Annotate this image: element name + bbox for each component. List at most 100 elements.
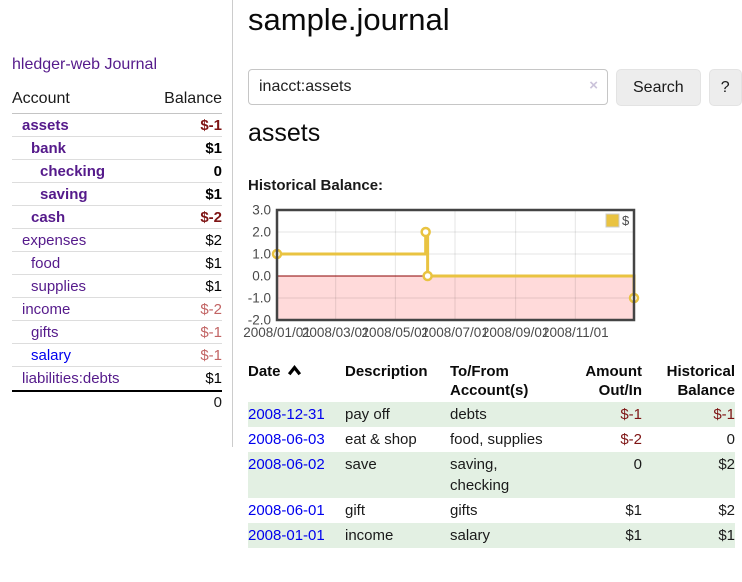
account-row: cash $-2: [12, 206, 222, 229]
transaction-date-link[interactable]: 2008-06-03: [248, 431, 325, 448]
account-link[interactable]: assets: [22, 116, 69, 134]
register-cell-accounts: gifts: [450, 502, 478, 519]
account-row: liabilities:debts $1: [12, 367, 222, 390]
register-cell-amount: 0: [633, 456, 642, 473]
account-balance: $1: [205, 185, 222, 203]
register-column-header[interactable]: Date: [248, 362, 345, 402]
account-row: saving $1: [12, 183, 222, 206]
sidebar: hledger-web Journal Account Balance asse…: [0, 0, 233, 447]
account-row: checking 0: [12, 160, 222, 183]
svg-text:2.0: 2.0: [252, 225, 271, 240]
transaction-date-link[interactable]: 2008-06-01: [248, 502, 325, 519]
register-column-header[interactable]: Description: [345, 362, 450, 402]
sort-ascending-icon: [287, 365, 301, 376]
register-cell-date: 2008-06-02: [248, 452, 345, 498]
balance-column-label: Balance: [164, 90, 222, 107]
account-link[interactable]: liabilities:debts: [22, 370, 120, 387]
svg-text:-2.0: -2.0: [248, 313, 271, 328]
column-label-line1: Historical: [666, 363, 735, 380]
register-cell-description: save: [345, 456, 377, 473]
account-balance: $2: [205, 231, 222, 249]
svg-text:2008/03/01: 2008/03/01: [302, 325, 370, 340]
accounts-panel: Account Balance assets $-1 bank $1 checking 0…: [12, 90, 222, 413]
main-content: sample.journal × Search ? assets Histori…: [243, 0, 742, 582]
column-label-line2: Balance: [677, 382, 735, 399]
register-cell-accounts: debts: [450, 406, 487, 423]
svg-text:2008/11/01: 2008/11/01: [542, 325, 609, 340]
account-balance: $-1: [200, 346, 222, 364]
register-cell-date: 2008-12-31: [248, 402, 345, 427]
account-balance: $1: [205, 254, 222, 272]
register-cell-balance: $2: [718, 456, 735, 473]
svg-text:-1.0: -1.0: [248, 291, 271, 306]
page-title: sample.journal: [248, 2, 450, 37]
register-cell-accounts: saving, checking: [450, 456, 510, 494]
account-row: assets $-1: [12, 114, 222, 137]
column-label-line1: Amount: [585, 363, 642, 380]
svg-text:2008/01/01: 2008/01/01: [243, 325, 311, 340]
search-input[interactable]: [248, 69, 608, 105]
accounts-total-row: 0: [12, 390, 222, 413]
account-link[interactable]: checking: [40, 162, 106, 180]
account-balance: 0: [213, 162, 222, 180]
account-link[interactable]: income: [22, 300, 71, 318]
account-link[interactable]: bank: [31, 139, 67, 157]
register-cell-balance: 0: [726, 431, 735, 448]
account-link[interactable]: expenses: [22, 231, 87, 249]
search-input-wrapper: ×: [248, 69, 608, 106]
register-row: 2008-01-01 income salary $1 $1: [248, 523, 735, 548]
register-cell-description: gift: [345, 502, 366, 519]
account-row: supplies $1: [12, 275, 222, 298]
register-row: 2008-06-03 eat & shop food, supplies $-2 0: [248, 427, 735, 452]
account-link[interactable]: salary: [31, 346, 72, 364]
register-cell-amount: $-2: [620, 431, 642, 448]
register-cell-date: 2008-06-03: [248, 427, 345, 452]
register-cell-balance: $2: [718, 502, 735, 519]
search-button[interactable]: Search: [616, 69, 701, 106]
account-row: salary $-1: [12, 344, 222, 367]
register-cell-description: eat & shop: [345, 431, 417, 448]
clear-search-icon[interactable]: ×: [589, 77, 598, 94]
register-cell-amount: $-1: [620, 406, 642, 423]
register-cell-description: income: [345, 527, 394, 544]
accounts-total-value: 0: [213, 394, 222, 411]
column-label-line1: Date: [248, 362, 345, 381]
register-cell-balance: $-1: [713, 406, 735, 423]
account-link[interactable]: supplies: [31, 277, 87, 295]
register-cell-accounts: salary: [450, 527, 491, 544]
register-column-header[interactable]: Amount Out/In: [550, 362, 642, 402]
register-column-header[interactable]: To/From Account(s): [450, 362, 550, 402]
brand-link[interactable]: hledger-web: [12, 56, 101, 73]
account-heading: assets: [248, 119, 321, 147]
account-balance: $-1: [200, 323, 222, 341]
account-balance: $1: [205, 370, 222, 387]
account-row: gifts $-1: [12, 321, 222, 344]
account-link[interactable]: food: [31, 254, 61, 272]
register-body: 2008-12-31 pay off debts $-1 $-1 2008-06-03 ea…: [248, 402, 735, 548]
transaction-date-link[interactable]: 2008-06-02: [248, 456, 325, 473]
sidebar-item-journal[interactable]: Journal: [104, 56, 157, 73]
register-cell-accounts: food, supplies: [450, 431, 543, 448]
svg-text:2008/05/01: 2008/05/01: [362, 325, 430, 340]
svg-text:3.0: 3.0: [252, 203, 271, 218]
help-button[interactable]: ?: [708, 69, 742, 106]
transaction-date-link[interactable]: 2008-01-01: [248, 527, 325, 544]
svg-text:2008/07/01: 2008/07/01: [421, 325, 489, 340]
account-balance: $-1: [200, 116, 222, 134]
account-row: expenses $2: [12, 229, 222, 252]
account-row: income $-2: [12, 298, 222, 321]
register-cell-description: pay off: [345, 406, 390, 423]
register-cell-balance: $1: [718, 527, 735, 544]
svg-text:2008/09/01: 2008/09/01: [482, 325, 550, 340]
account-link[interactable]: gifts: [31, 323, 59, 341]
account-balance: $1: [205, 139, 222, 157]
transaction-date-link[interactable]: 2008-12-31: [248, 406, 325, 423]
account-link[interactable]: cash: [31, 208, 66, 226]
register-cell-amount: $1: [625, 527, 642, 544]
column-label-line1: Description: [345, 363, 428, 380]
register-column-header[interactable]: Historical Balance: [642, 362, 735, 402]
account-link[interactable]: saving: [40, 185, 88, 203]
account-row: food $1: [12, 252, 222, 275]
register-table: Date Description To/From Account(s) Amount Ou…: [248, 362, 735, 548]
register-row: 2008-06-01 gift gifts $1 $2: [248, 498, 735, 523]
